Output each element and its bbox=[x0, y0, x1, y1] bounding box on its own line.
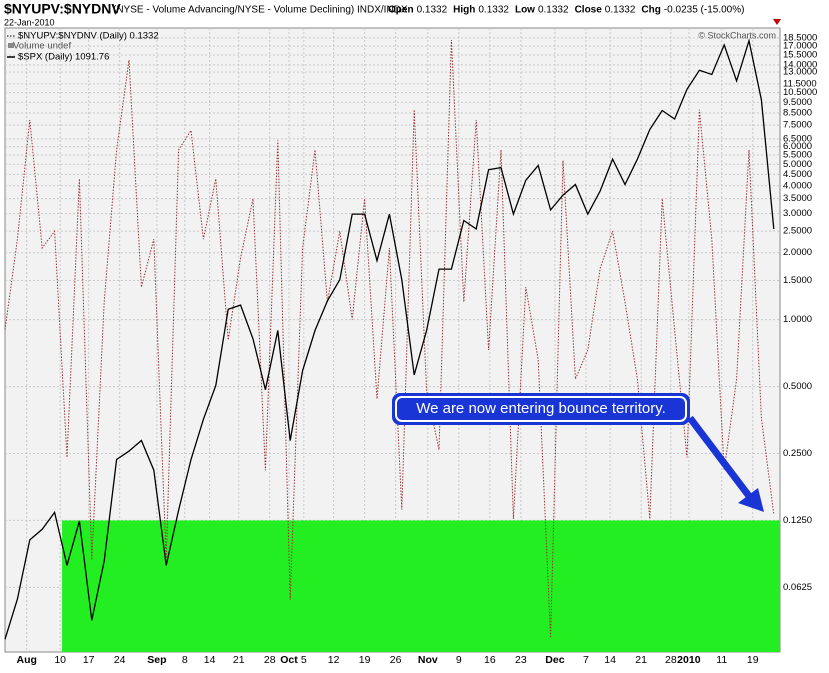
quote-label: Open bbox=[388, 5, 414, 16]
y-tick-label: 0.5000 bbox=[783, 381, 812, 392]
y-tick-label: 1.0000 bbox=[783, 314, 812, 325]
quote-label: High bbox=[453, 5, 475, 16]
chart-subtitle: (NYSE - Volume Advancing/NYSE - Volume D… bbox=[113, 5, 408, 16]
quote-value: 0.1332 bbox=[605, 5, 636, 16]
shade-layer bbox=[62, 520, 781, 652]
y-tick-label: 6.5000 bbox=[783, 133, 812, 144]
y-tick-label: 3.0000 bbox=[783, 208, 812, 219]
quote-label: Low bbox=[515, 5, 535, 16]
y-tick-label: 5.5000 bbox=[783, 150, 812, 161]
y-tick-label: 1.5000 bbox=[783, 275, 812, 286]
x-tick-label: 26 bbox=[390, 654, 402, 666]
x-tick-label: 11 bbox=[716, 654, 727, 666]
callout-text: We are now entering bounce territory. bbox=[416, 400, 666, 417]
y-tick-label: 2.0000 bbox=[783, 247, 812, 258]
x-tick-label: Sep bbox=[147, 654, 166, 666]
legend-label: $SPX (Daily) 1091.76 bbox=[18, 52, 109, 63]
labels-layer: 18.500017.000015.500014.000013.000011.50… bbox=[16, 32, 817, 665]
x-tick-label: 28 bbox=[665, 654, 677, 666]
x-tick-label: 23 bbox=[515, 654, 527, 666]
x-tick-label: Nov bbox=[418, 654, 438, 666]
x-tick-label: Oct bbox=[280, 654, 298, 666]
y-tick-label: 3.5000 bbox=[783, 193, 812, 204]
legend-swatch bbox=[8, 43, 14, 48]
callout: We are now entering bounce territory. bbox=[392, 393, 764, 512]
x-tick-label: 16 bbox=[484, 654, 496, 666]
y-tick-label: 13.0000 bbox=[783, 66, 817, 77]
quote-label: Chg bbox=[641, 5, 660, 16]
x-tick-label: 19 bbox=[747, 654, 759, 666]
down-arrow bbox=[773, 19, 781, 25]
y-tick-label: 10.5000 bbox=[783, 87, 817, 98]
x-tick-label: 21 bbox=[635, 654, 647, 666]
x-tick-label: 21 bbox=[233, 654, 245, 666]
y-tick-label: 18.5000 bbox=[783, 32, 817, 43]
x-tick-label: 7 bbox=[583, 654, 589, 666]
x-tick-label: 10 bbox=[54, 654, 66, 666]
callout-box-inner bbox=[395, 396, 687, 422]
shaded-region bbox=[62, 520, 781, 652]
x-tick-label: 8 bbox=[182, 654, 188, 666]
y-tick-label: 4.5000 bbox=[783, 169, 812, 180]
callout-arrow-shaft bbox=[687, 415, 755, 503]
series-line bbox=[4, 38, 775, 640]
x-tick-label: 5 bbox=[301, 654, 307, 666]
y-tick-label: 4.0000 bbox=[783, 180, 812, 191]
y-tick-label: 8.5000 bbox=[783, 108, 812, 119]
x-tick-label: 14 bbox=[204, 654, 216, 666]
x-tick-label: 2010 bbox=[677, 654, 701, 666]
x-tick-label: Aug bbox=[16, 654, 36, 666]
date: 22-Jan-2010 bbox=[4, 17, 55, 27]
x-tick-label: 24 bbox=[114, 654, 126, 666]
y-tick-label: 7.5000 bbox=[783, 120, 812, 131]
y-tick-label: 17.0000 bbox=[783, 41, 817, 52]
y-tick-label: 9.5000 bbox=[783, 97, 812, 108]
y-tick-label: 0.1250 bbox=[783, 515, 812, 526]
chart-title: $NYUPV:$NYDNV bbox=[4, 1, 121, 17]
x-tick-label: 9 bbox=[456, 654, 462, 666]
y-tick-label: 0.2500 bbox=[783, 448, 812, 459]
quote: Open 0.1332 High 0.1332 Low 0.1332 Close 0.1332… bbox=[388, 5, 744, 16]
x-tick-label: 17 bbox=[83, 654, 95, 666]
copyright: © StockCharts.com bbox=[698, 30, 776, 40]
x-tick-label: 19 bbox=[359, 654, 371, 666]
y-tick-label: 5.0000 bbox=[783, 159, 812, 170]
quote-value: 0.1332 bbox=[478, 5, 509, 16]
callout-arrow-head bbox=[738, 488, 764, 512]
quote-value: 0.1332 bbox=[538, 5, 569, 16]
x-tick-label: 14 bbox=[604, 654, 616, 666]
x-tick-label: Dec bbox=[545, 654, 564, 666]
y-tick-label: 15.5000 bbox=[783, 50, 817, 61]
legend-label: Volume undef bbox=[13, 41, 71, 52]
legend-label: $NYUPV:$NYDNV (Daily) 0.1332 bbox=[18, 31, 159, 42]
x-tick-label: 12 bbox=[328, 654, 340, 666]
lines-layer bbox=[4, 38, 775, 640]
quote-value: 0.1332 bbox=[417, 5, 448, 16]
y-tick-label: 6.0000 bbox=[783, 141, 812, 152]
series-line bbox=[4, 39, 775, 639]
y-tick-label: 14.0000 bbox=[783, 59, 817, 70]
y-tick-label: 2.5000 bbox=[783, 226, 812, 237]
y-tick-label: 0.0625 bbox=[783, 582, 812, 593]
x-tick-label: 28 bbox=[264, 654, 276, 666]
quote-label: Close bbox=[575, 5, 603, 16]
y-tick-label: 11.5000 bbox=[783, 78, 817, 89]
quote-value: -0.0235 (-15.00%) bbox=[664, 5, 745, 16]
